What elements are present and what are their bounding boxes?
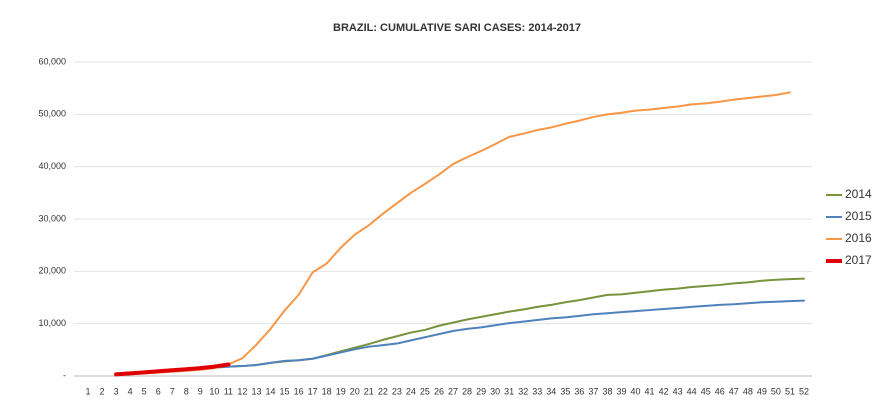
- x-tick-label: 13: [251, 386, 261, 396]
- chart-title: BRAZIL: CUMULATIVE SARI CASES: 2014-2017: [333, 22, 581, 34]
- y-tick-label: 60,000: [38, 56, 66, 66]
- legend-label: 2014: [845, 187, 872, 201]
- x-tick-label: 9: [198, 386, 203, 396]
- x-tick-label: 36: [574, 386, 584, 396]
- x-tick-label: 11: [224, 386, 233, 396]
- series-line: [115, 299, 805, 376]
- x-tick-label: 47: [729, 386, 739, 396]
- x-tick-label: 52: [799, 386, 809, 396]
- x-tick-label: 23: [392, 386, 402, 396]
- x-tick-label: 33: [532, 386, 542, 396]
- series-line: [114, 362, 231, 377]
- x-tick-label: 3: [114, 386, 119, 396]
- x-tick-label: 39: [616, 386, 626, 396]
- x-tick-label: 32: [518, 386, 528, 396]
- x-tick-label: 19: [336, 386, 346, 396]
- x-tick-label: 18: [322, 386, 332, 396]
- x-tick-label: 38: [602, 386, 612, 396]
- y-tick-label: -: [63, 370, 66, 380]
- x-tick-label: 27: [448, 386, 458, 396]
- y-tick-label: 40,000: [38, 161, 66, 171]
- x-tick-label: 12: [237, 386, 247, 396]
- x-tick-label: 22: [378, 386, 388, 396]
- x-tick-label: 49: [757, 386, 767, 396]
- x-tick-label: 46: [715, 386, 725, 396]
- legend-label: 2017: [845, 253, 872, 267]
- x-tick-label: 51: [785, 386, 795, 396]
- y-tick-label: 10,000: [38, 318, 66, 328]
- x-tick-label: 24: [406, 386, 416, 396]
- x-tick-label: 35: [560, 386, 570, 396]
- x-tick-label: 25: [420, 386, 430, 396]
- x-tick-label: 20: [350, 386, 360, 396]
- x-tick-label: 42: [659, 386, 669, 396]
- y-tick-label: 50,000: [38, 109, 66, 119]
- x-tick-label: 28: [462, 386, 472, 396]
- x-tick-label: 4: [128, 386, 133, 396]
- x-tick-label: 31: [504, 386, 514, 396]
- x-tick-label: 34: [546, 386, 556, 396]
- x-tick-label: 26: [434, 386, 444, 396]
- y-tick-label: 30,000: [38, 213, 66, 223]
- x-tick-label: 1: [85, 386, 90, 396]
- y-tick-label: 20,000: [38, 266, 66, 276]
- x-tick-label: 7: [170, 386, 175, 396]
- x-tick-label: 15: [280, 386, 290, 396]
- x-tick-label: 43: [673, 386, 683, 396]
- x-tick-label: 17: [308, 386, 318, 396]
- legend-label: 2016: [845, 231, 872, 245]
- x-tick-label: 48: [743, 386, 753, 396]
- x-tick-label: 29: [476, 386, 486, 396]
- legend-label: 2015: [845, 209, 872, 223]
- x-tick-label: 6: [156, 386, 161, 396]
- x-tick-label: 44: [687, 386, 697, 396]
- x-tick-label: 14: [266, 386, 276, 396]
- x-tick-label: 40: [631, 386, 641, 396]
- x-tick-label: 2: [100, 386, 105, 396]
- x-tick-label: 41: [645, 386, 655, 396]
- x-tick-label: 16: [294, 386, 304, 396]
- x-tick-label: 50: [771, 386, 781, 396]
- x-tick-label: 10: [209, 386, 219, 396]
- x-tick-label: 5: [142, 386, 147, 396]
- x-tick-label: 8: [184, 386, 189, 396]
- x-tick-label: 37: [588, 386, 598, 396]
- x-tick-label: 21: [364, 386, 374, 396]
- x-tick-label: 45: [701, 386, 711, 396]
- x-tick-label: 30: [490, 386, 500, 396]
